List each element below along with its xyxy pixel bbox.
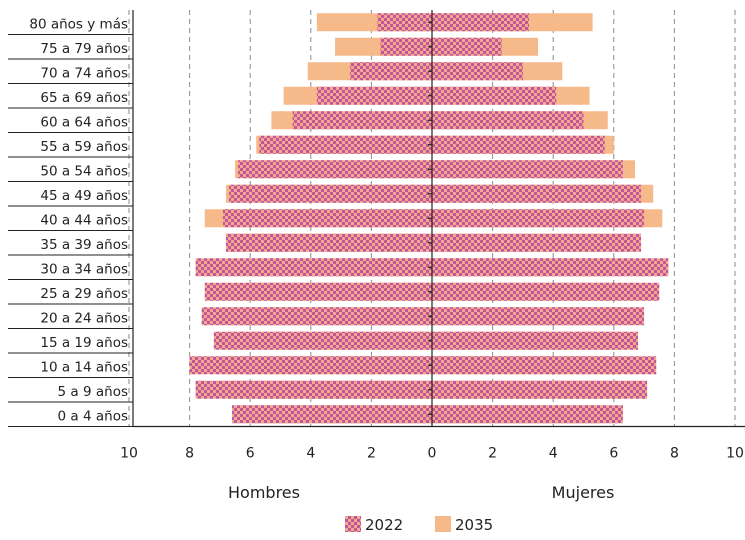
series-2022-bars	[189, 13, 669, 424]
age-label: 55 a 59 años	[40, 139, 128, 155]
bar-2022-mujeres	[432, 233, 642, 252]
bar-2022-mujeres	[432, 160, 623, 179]
x-tick-label: 4	[549, 446, 558, 462]
x-tick-labels: 10 8 6 4 2 0 2 4 6 8 10	[120, 446, 744, 462]
legend-swatch-2035	[435, 516, 451, 532]
age-label: 20 a 24 años	[40, 311, 128, 327]
age-label: 0 a 4 años	[58, 409, 128, 425]
bar-2022-hombres	[292, 111, 432, 130]
bar-2022-mujeres	[432, 111, 584, 130]
age-label: 10 a 14 años	[40, 360, 128, 376]
age-label: 70 a 74 años	[40, 66, 128, 82]
x-tick-label: 8	[670, 446, 679, 462]
age-label: 75 a 79 años	[40, 41, 128, 57]
legend: 2022 2035	[345, 516, 493, 534]
bar-2022-hombres	[238, 160, 432, 179]
x-tick-label: 2	[488, 446, 497, 462]
bar-2022-hombres	[259, 135, 432, 154]
bar-2022-mujeres	[432, 380, 648, 399]
x-tick-label: 10	[726, 446, 744, 462]
bar-2022-hombres	[201, 307, 432, 326]
age-label: 80 años y más	[29, 17, 128, 33]
age-group-labels: 80 años y más 75 a 79 años 70 a 74 años 65 …	[8, 17, 133, 427]
axes	[132, 10, 745, 428]
legend-label-2022: 2022	[365, 516, 403, 534]
age-label: 5 a 9 años	[58, 384, 128, 400]
legend-swatch-2022	[345, 516, 361, 532]
bar-2022-hombres	[225, 233, 432, 252]
bar-2022-hombres	[195, 258, 432, 277]
bar-2022-hombres	[189, 356, 432, 375]
bar-2022-mujeres	[432, 135, 605, 154]
age-label: 30 a 34 años	[40, 262, 128, 278]
age-label: 40 a 44 años	[40, 213, 128, 229]
bar-2022-mujeres	[432, 307, 645, 326]
age-label: 35 a 39 años	[40, 237, 128, 253]
hombres-label: Hombres	[228, 483, 300, 502]
bar-2022-hombres	[377, 13, 432, 32]
x-tick-label: 10	[120, 446, 138, 462]
bar-2022-mujeres	[432, 37, 502, 56]
x-tick-label: 6	[609, 446, 618, 462]
x-tick-label: 6	[246, 446, 255, 462]
bar-2022-mujeres	[432, 356, 657, 375]
x-tick-label: 2	[367, 446, 376, 462]
legend-label-2035: 2035	[455, 516, 493, 534]
bar-2022-hombres	[195, 380, 432, 399]
bar-2022-mujeres	[432, 13, 529, 32]
age-label: 60 a 64 años	[40, 115, 128, 131]
age-label: 50 a 54 años	[40, 164, 128, 180]
mujeres-label: Mujeres	[552, 483, 615, 502]
bar-2022-hombres	[204, 282, 432, 301]
bar-2022-mujeres	[432, 405, 623, 424]
bar-2022-hombres	[350, 62, 432, 81]
bar-2022-hombres	[222, 209, 432, 228]
age-label: 25 a 29 años	[40, 286, 128, 302]
bar-2022-mujeres	[432, 184, 642, 203]
age-label: 65 a 69 años	[40, 90, 128, 106]
bar-2022-hombres	[316, 86, 432, 105]
x-tick-label: 8	[185, 446, 194, 462]
age-label: 15 a 19 años	[40, 335, 128, 351]
bar-2022-mujeres	[432, 331, 639, 350]
bar-2022-hombres	[228, 184, 432, 203]
bar-2022-mujeres	[432, 62, 523, 81]
bar-2022-mujeres	[432, 258, 669, 277]
bar-2022-mujeres	[432, 86, 557, 105]
age-label: 45 a 49 años	[40, 188, 128, 204]
bar-2022-mujeres	[432, 209, 645, 228]
bar-2022-hombres	[232, 405, 432, 424]
bar-2022-hombres	[213, 331, 432, 350]
x-tick-label: 0	[428, 446, 437, 462]
bar-2022-hombres	[380, 37, 432, 56]
x-tick-label: 4	[306, 446, 315, 462]
bar-2022-mujeres	[432, 282, 660, 301]
